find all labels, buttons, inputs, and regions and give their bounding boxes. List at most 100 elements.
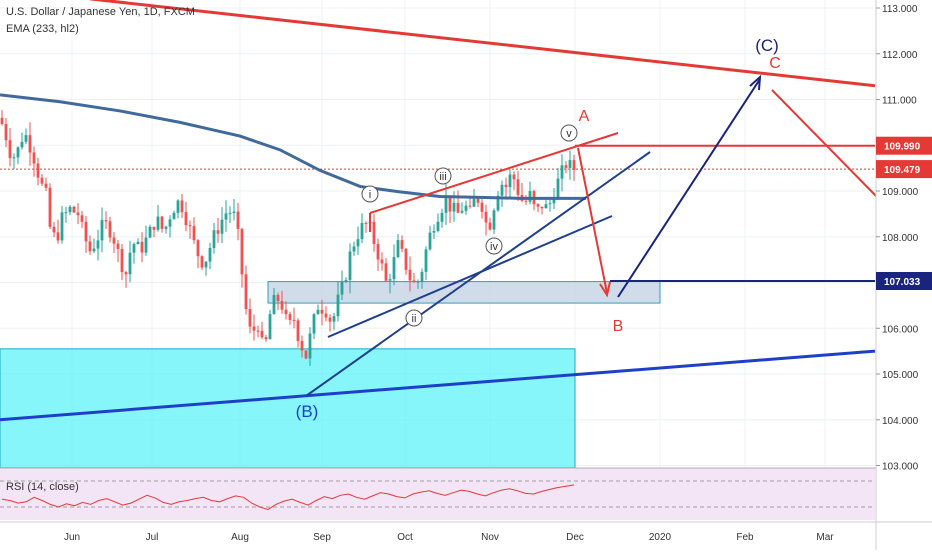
candle-body — [80, 215, 84, 222]
impulse-circle — [434, 167, 452, 185]
impulse-label-v: v — [566, 128, 572, 140]
candle-body — [288, 314, 292, 320]
impulse-circle — [361, 185, 379, 203]
candle-body — [112, 237, 116, 244]
wave-b-support-line — [305, 151, 651, 397]
price-tag — [876, 271, 932, 290]
candle-body — [72, 206, 76, 213]
candle-body — [172, 212, 176, 220]
candle-body — [384, 263, 388, 281]
candle-body — [300, 340, 304, 351]
wave-c-decline-line — [771, 89, 879, 199]
candle-body — [332, 316, 336, 322]
arrow-c-head — [749, 74, 762, 91]
candle-body — [84, 221, 88, 242]
wedge-upper-line — [369, 132, 619, 214]
candle-body — [276, 294, 280, 302]
candle-body — [96, 240, 100, 249]
candle-body — [268, 314, 272, 340]
price-tick-label: 106.000 — [882, 324, 919, 335]
candle-body — [376, 243, 380, 260]
candle-body — [40, 177, 44, 184]
candle-body — [100, 220, 104, 241]
candle-body — [124, 272, 128, 275]
price-tag-label: 107.033 — [884, 277, 921, 288]
candle-body — [528, 191, 532, 202]
candle-body — [316, 309, 320, 315]
candle-body — [236, 211, 240, 229]
candle-body — [372, 221, 376, 244]
ema-legend[interactable]: EMA (233, hl2) — [6, 23, 79, 35]
candle-body — [120, 248, 124, 273]
candle-body — [180, 200, 184, 213]
candle-body — [252, 326, 256, 331]
candle-body — [232, 211, 236, 213]
candle-body — [24, 135, 28, 142]
candle-body — [240, 228, 244, 275]
price-tick-label: 105.000 — [882, 370, 919, 381]
candle-body — [92, 248, 96, 252]
time-tick-label: Aug — [231, 532, 249, 543]
candle-body — [416, 281, 420, 283]
candle-body — [248, 309, 252, 327]
impulse-circle — [485, 237, 503, 255]
candle-body — [128, 252, 132, 275]
candle-body — [308, 333, 312, 359]
price-tag — [876, 160, 932, 179]
wave-label-b: B — [613, 318, 624, 335]
candle-body — [312, 314, 316, 334]
cyan-support-zone — [0, 348, 576, 469]
candle-body — [228, 212, 232, 214]
candle-body — [524, 200, 528, 202]
candle-body — [76, 212, 80, 216]
candle-body — [88, 241, 92, 252]
wave-label-a: A — [579, 108, 590, 125]
rsi-legend[interactable]: RSI (14, close) — [6, 481, 79, 493]
candle-body — [204, 261, 208, 268]
price-tick-label: 109.000 — [882, 187, 919, 198]
candle-body — [464, 205, 468, 211]
candle-body — [196, 240, 200, 257]
price-tick-label: 104.000 — [882, 416, 919, 427]
price-tick-label: 111.000 — [882, 96, 917, 107]
candle-body — [160, 216, 164, 229]
candle-body — [560, 165, 564, 179]
candle-body — [272, 294, 276, 315]
candle-body — [500, 184, 504, 196]
candle-body — [572, 160, 576, 170]
candle-body — [192, 226, 196, 241]
candle-body — [324, 313, 328, 318]
candle-body — [32, 152, 36, 164]
candle-body — [244, 274, 248, 310]
candle-body — [356, 239, 360, 247]
candle-body — [320, 309, 324, 314]
candle-body — [380, 259, 384, 264]
candle-body — [504, 184, 508, 188]
symbol-legend[interactable]: U.S. Dollar / Japanese Yen, 1D, FXCM — [6, 6, 195, 18]
candle-body — [292, 319, 296, 321]
price-tick-label: 108.000 — [882, 233, 919, 244]
candle-body — [140, 241, 144, 253]
candle-body — [148, 226, 152, 238]
candle-body — [468, 205, 472, 207]
time-tick-label: Jun — [64, 532, 80, 543]
candle-body — [296, 320, 300, 341]
grey-support-zone — [267, 281, 661, 304]
candle-body — [108, 221, 112, 238]
candle-body — [4, 124, 8, 141]
price-tick-label: 113.000 — [882, 4, 918, 15]
candle-body — [456, 202, 460, 213]
candle-body — [48, 187, 52, 227]
candle-body — [428, 232, 432, 250]
wedge-lower-line — [327, 215, 613, 338]
candle-body — [476, 198, 480, 203]
time-axis: Jun Jul Aug Sep Oct Nov Dec 2020 Feb Mar — [0, 521, 932, 543]
candle-body — [396, 240, 400, 258]
candle-body — [392, 257, 396, 280]
candle-body — [420, 271, 424, 282]
candle-body — [28, 135, 32, 153]
price-tag — [876, 136, 932, 155]
impulse-label-iii: iii — [439, 171, 446, 183]
